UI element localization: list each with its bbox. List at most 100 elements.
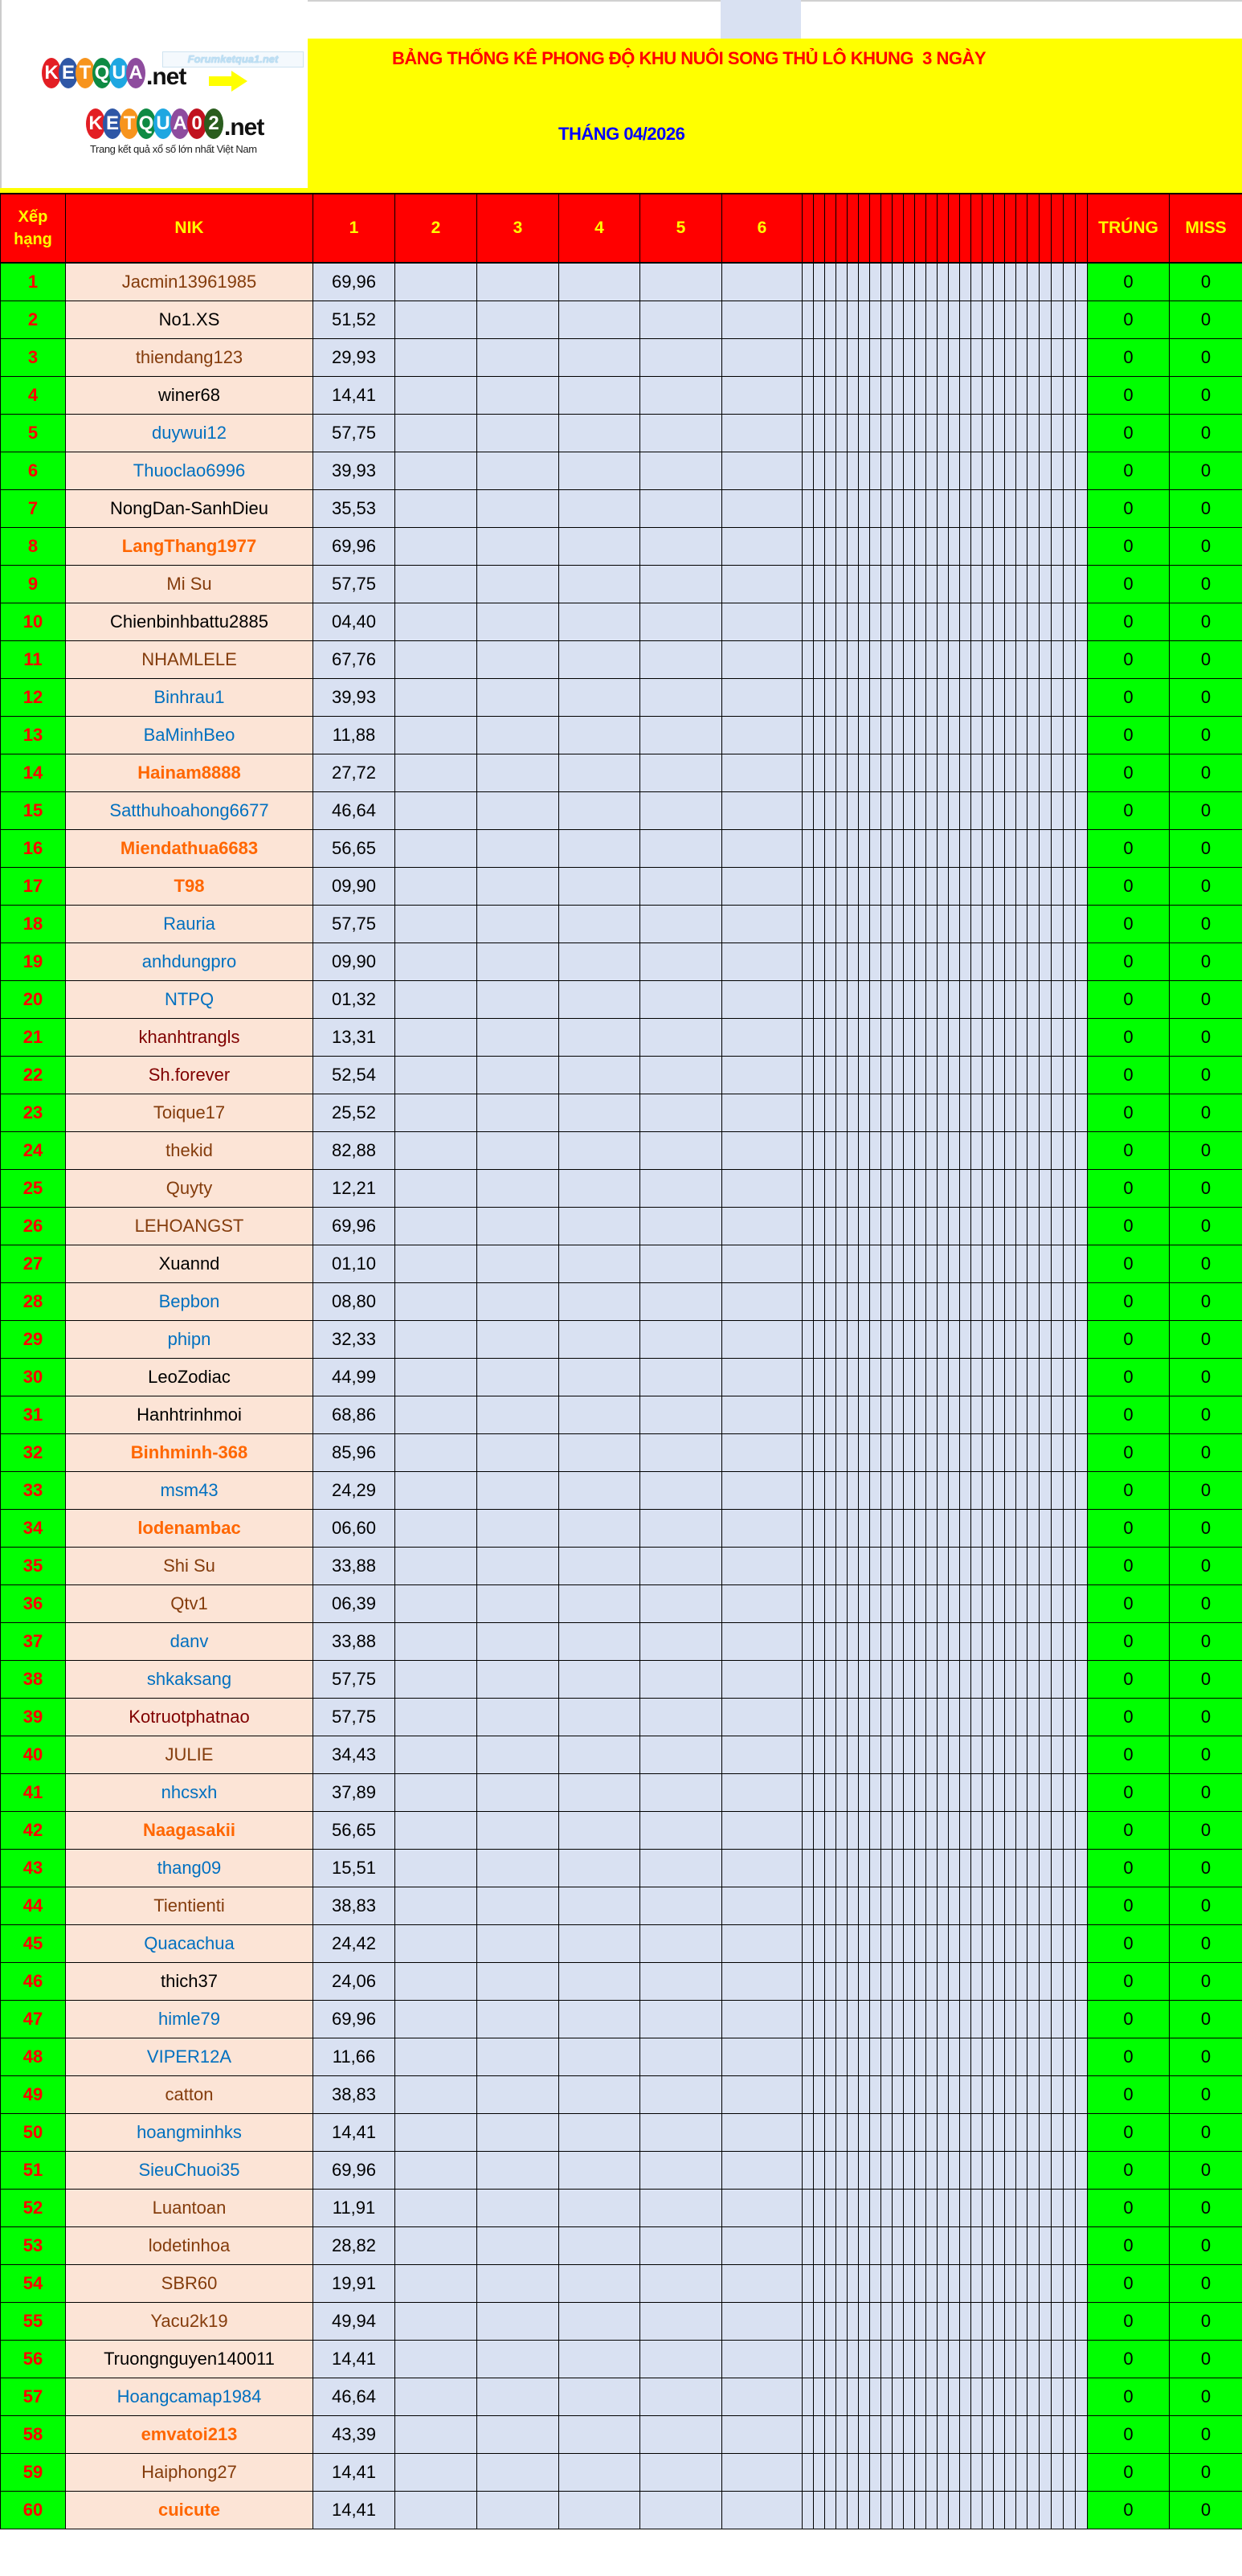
day-5-cell[interactable] — [639, 1811, 722, 1850]
day-1-cell[interactable]: 01,10 — [313, 1245, 395, 1283]
day-1-cell[interactable]: 27,72 — [313, 754, 395, 792]
day-6-cell[interactable] — [721, 1584, 803, 1623]
day-5-cell[interactable] — [639, 603, 722, 641]
day-2-cell[interactable] — [394, 262, 477, 301]
day-5-cell[interactable] — [639, 2340, 722, 2378]
day-1-cell[interactable]: 57,75 — [313, 414, 395, 452]
table-row[interactable]: 17 T98 09,90 0 0 — [0, 867, 1242, 906]
table-row[interactable]: 7 NongDan-SanhDieu 35,53 0 0 — [0, 489, 1242, 528]
table-row[interactable]: 50 hoangminhks 14,41 0 0 — [0, 2113, 1242, 2152]
day-6-cell[interactable] — [721, 1773, 803, 1812]
day-6-cell[interactable] — [721, 2038, 803, 2076]
day-1-cell[interactable]: 11,91 — [313, 2189, 395, 2227]
day-1-cell[interactable]: 43,39 — [313, 2415, 395, 2454]
day-4-cell[interactable] — [558, 1887, 640, 1925]
nik-cell[interactable]: Quacachua — [65, 1924, 313, 1963]
day-4-cell[interactable] — [558, 1433, 640, 1472]
day-5-cell[interactable] — [639, 2264, 722, 2303]
day-5-cell[interactable] — [639, 942, 722, 981]
table-row[interactable]: 29 phipn 32,33 0 0 — [0, 1320, 1242, 1359]
day-1-cell[interactable]: 68,86 — [313, 1396, 395, 1434]
day-4-cell[interactable] — [558, 1169, 640, 1208]
nik-cell[interactable]: VIPER12A — [65, 2038, 313, 2076]
day-1-cell[interactable]: 57,75 — [313, 1660, 395, 1699]
day-1-cell[interactable]: 46,64 — [313, 2378, 395, 2416]
day-4-cell[interactable] — [558, 1962, 640, 2001]
day-6-cell[interactable] — [721, 2189, 803, 2227]
day-5-cell[interactable] — [639, 2075, 722, 2114]
nik-cell[interactable]: msm43 — [65, 1471, 313, 1510]
day-5-cell[interactable] — [639, 1358, 722, 1396]
day-4-cell[interactable] — [558, 2302, 640, 2341]
day-4-cell[interactable] — [558, 1924, 640, 1963]
table-row[interactable]: 6 Thuoclao6996 39,93 0 0 — [0, 452, 1242, 490]
day-4-cell[interactable] — [558, 1131, 640, 1170]
day-3-cell[interactable] — [476, 2302, 559, 2341]
nik-cell[interactable]: NHAMLELE — [65, 640, 313, 679]
day-5-cell[interactable] — [639, 527, 722, 566]
table-row[interactable]: 48 VIPER12A 11,66 0 0 — [0, 2038, 1242, 2076]
day-1-cell[interactable]: 69,96 — [313, 2151, 395, 2190]
nik-cell[interactable]: winer68 — [65, 376, 313, 415]
day-1-cell[interactable]: 57,75 — [313, 1698, 395, 1736]
day-2-cell[interactable] — [394, 640, 477, 679]
header-nik[interactable]: NIK — [65, 193, 313, 264]
day-5-cell[interactable] — [639, 1849, 722, 1887]
day-1-cell[interactable]: 51,52 — [313, 301, 395, 339]
day-2-cell[interactable] — [394, 1131, 477, 1170]
day-3-cell[interactable] — [476, 1433, 559, 1472]
day-5-cell[interactable] — [639, 2302, 722, 2341]
day-5-cell[interactable] — [639, 791, 722, 830]
day-5-cell[interactable] — [639, 1320, 722, 1359]
day-3-cell[interactable] — [476, 603, 559, 641]
day-3-cell[interactable] — [476, 2075, 559, 2114]
day-2-cell[interactable] — [394, 2453, 477, 2492]
day-6-cell[interactable] — [721, 1131, 803, 1170]
day-3-cell[interactable] — [476, 1698, 559, 1736]
day-5-cell[interactable] — [639, 1622, 722, 1661]
day-3-cell[interactable] — [476, 980, 559, 1019]
day-6-cell[interactable] — [721, 1736, 803, 1774]
day-1-cell[interactable]: 32,33 — [313, 1320, 395, 1359]
nik-cell[interactable]: LangThang1977 — [65, 527, 313, 566]
day-3-cell[interactable] — [476, 1471, 559, 1510]
table-row[interactable]: 34 lodenambac 06,60 0 0 — [0, 1509, 1242, 1548]
day-4-cell[interactable] — [558, 791, 640, 830]
day-1-cell[interactable]: 08,80 — [313, 1282, 395, 1321]
day-2-cell[interactable] — [394, 980, 477, 1019]
day-5-cell[interactable] — [639, 1094, 722, 1132]
day-1-cell[interactable]: 19,91 — [313, 2264, 395, 2303]
table-row[interactable]: 42 Naagasakii 56,65 0 0 — [0, 1811, 1242, 1850]
day-6-cell[interactable] — [721, 1887, 803, 1925]
day-1-cell[interactable]: 69,96 — [313, 2000, 395, 2038]
day-1-cell[interactable]: 25,52 — [313, 1094, 395, 1132]
day-4-cell[interactable] — [558, 1282, 640, 1321]
nik-cell[interactable]: Hainam8888 — [65, 754, 313, 792]
day-4-cell[interactable] — [558, 262, 640, 301]
day-2-cell[interactable] — [394, 376, 477, 415]
day-4-cell[interactable] — [558, 1849, 640, 1887]
table-row[interactable]: 31 Hanhtrinhmoi 68,86 0 0 — [0, 1396, 1242, 1434]
day-1-cell[interactable]: 06,60 — [313, 1509, 395, 1548]
day-1-cell[interactable]: 34,43 — [313, 1736, 395, 1774]
day-5-cell[interactable] — [639, 829, 722, 868]
table-row[interactable]: 30 LeoZodiac 44,99 0 0 — [0, 1358, 1242, 1396]
nik-cell[interactable]: No1.XS — [65, 301, 313, 339]
day-4-cell[interactable] — [558, 716, 640, 754]
day-2-cell[interactable] — [394, 1547, 477, 1585]
nik-cell[interactable]: shkaksang — [65, 1660, 313, 1699]
day-4-cell[interactable] — [558, 489, 640, 528]
table-row[interactable]: 43 thang09 15,51 0 0 — [0, 1849, 1242, 1887]
day-1-cell[interactable]: 09,90 — [313, 867, 395, 906]
day-3-cell[interactable] — [476, 640, 559, 679]
day-2-cell[interactable] — [394, 1169, 477, 1208]
day-1-cell[interactable]: 14,41 — [313, 2340, 395, 2378]
day-4-cell[interactable] — [558, 867, 640, 906]
day-6-cell[interactable] — [721, 829, 803, 868]
day-2-cell[interactable] — [394, 905, 477, 943]
ketqua-net-logo[interactable]: K E T Q U A .net — [42, 58, 186, 89]
day-4-cell[interactable] — [558, 603, 640, 641]
day-5-cell[interactable] — [639, 2113, 722, 2152]
day-6-cell[interactable] — [721, 1962, 803, 2001]
day-1-cell[interactable]: 46,64 — [313, 791, 395, 830]
